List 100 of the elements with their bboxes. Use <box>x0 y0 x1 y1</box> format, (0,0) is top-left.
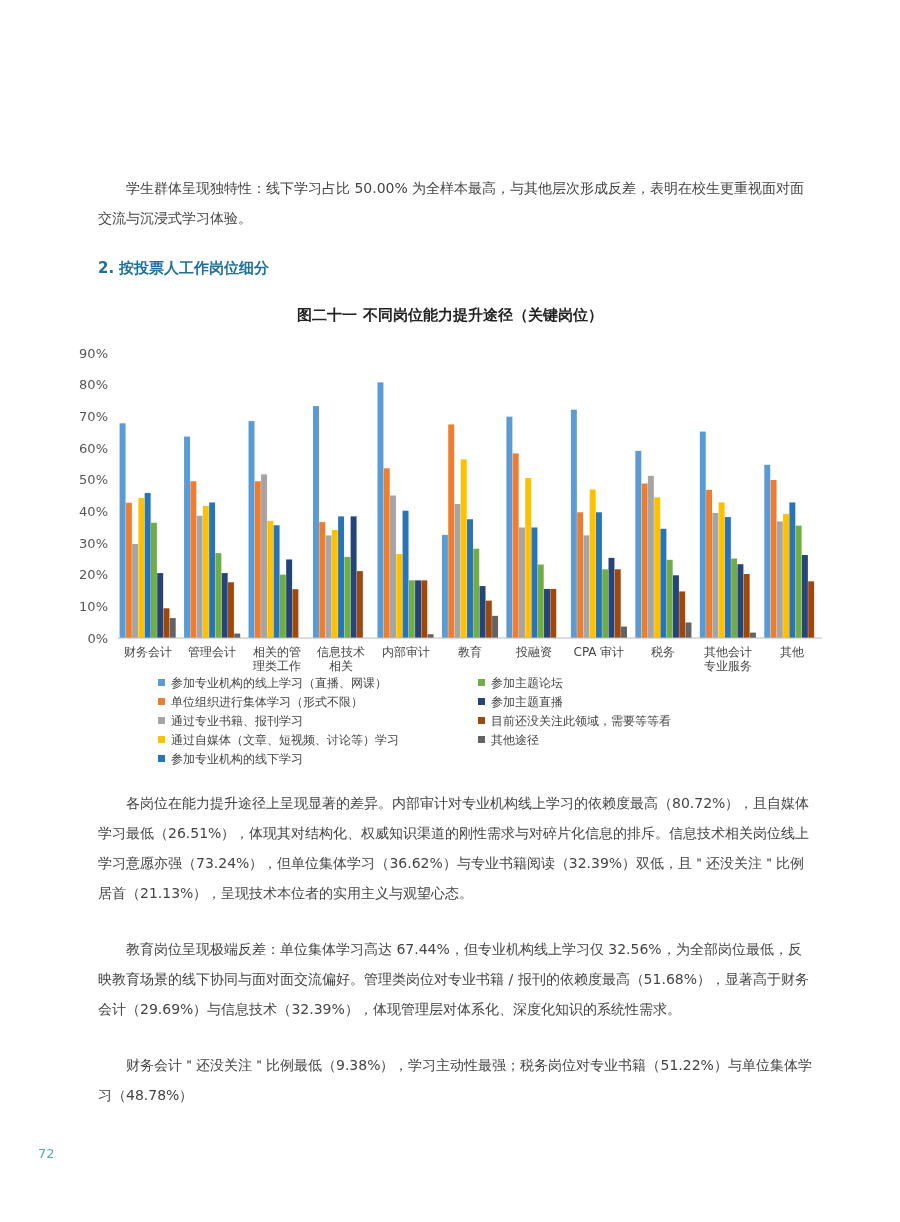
bar <box>518 527 525 638</box>
bar <box>267 520 274 638</box>
bar <box>377 382 384 638</box>
bar <box>421 580 428 638</box>
bar <box>132 543 139 638</box>
y-tick-label: 50% <box>79 472 108 488</box>
bar <box>202 505 209 638</box>
y-tick-label: 60% <box>79 440 108 456</box>
bar <box>144 492 151 638</box>
bar <box>254 481 261 638</box>
bar <box>408 580 415 638</box>
bar <box>577 512 584 638</box>
legend-label: 目前还没关注此领域，需要等等看 <box>491 714 671 729</box>
bar <box>544 588 550 638</box>
x-tick-label: 财务会计 <box>123 645 172 659</box>
bar <box>221 573 228 638</box>
legend-label: 参加主题论坛 <box>491 676 563 691</box>
chart-title: 图二十一 不同岗位能力提升途径（关键岗位） <box>297 306 603 324</box>
bar <box>454 504 461 638</box>
text: 72 <box>37 1145 56 1163</box>
bar <box>789 502 796 638</box>
y-tick-label: 90% <box>79 345 108 361</box>
x-tick-label: 内部审计 <box>381 645 430 659</box>
bar <box>602 569 609 638</box>
bar <box>350 516 357 638</box>
bar <box>712 512 719 638</box>
bar <box>313 406 319 638</box>
bar <box>415 580 422 638</box>
bar <box>473 548 480 638</box>
legend-label: 参加主题直播 <box>491 695 563 710</box>
bar <box>396 554 403 638</box>
bar <box>718 502 725 638</box>
bar <box>679 591 686 638</box>
bar <box>595 512 602 638</box>
bar <box>485 600 492 638</box>
bar <box>331 530 338 638</box>
bar <box>119 423 126 638</box>
y-tick-label: 80% <box>79 377 108 393</box>
x-tick-label: 投融资 <box>515 645 553 659</box>
bar <box>273 525 280 638</box>
text: 各岗位在能力提升途径上呈现显著的差异。内部审计对专业机构线上学习的依赖度最高（80.72%），且自媒体学习最低（26.51%），体现其对结构化、权威知识渠道的刚性需求与对碎片化信息的排斥。信息技术相关岗位线上学习意愿亦强（73.24%），但单位集体学习（36.62%）与专业书籍阅读（32.39%）双低，且＂还没关注＂比例居首（21.13%），呈现技术本位者的实用主义与观望心态。 <box>98 794 811 903</box>
legend-label: 通过自媒体（文章、短视频、讨论等）学习 <box>171 733 399 748</box>
bar <box>479 586 486 638</box>
bar <box>344 556 351 638</box>
y-tick-label: 0% <box>87 630 108 646</box>
x-tick-label: 相关的管理类工作 <box>252 645 301 673</box>
bar <box>460 459 467 638</box>
bar <box>157 573 164 638</box>
bar <box>537 564 544 638</box>
bar <box>525 478 532 638</box>
legend-label: 参加专业机构的线下学习 <box>171 752 303 767</box>
bar <box>737 564 744 638</box>
bar <box>261 474 268 638</box>
bar <box>808 581 815 638</box>
legend-label: 其他途径 <box>491 733 539 748</box>
bar <box>589 489 596 638</box>
bar <box>550 588 557 638</box>
bar <box>801 555 808 638</box>
bar <box>138 498 145 638</box>
bar <box>512 453 519 638</box>
bar <box>286 559 293 638</box>
bar <box>776 521 783 638</box>
legend-label: 参加专业机构的线上学习（直播、网课） <box>171 676 387 691</box>
bar <box>441 534 448 638</box>
bar <box>390 495 396 638</box>
text: 财务会计＂还没关注＂比例最低（9.38%），学习主动性最强；税务岗位对专业书籍（51.22%）与单位集体学习（48.78%） <box>98 1056 812 1105</box>
legend-label: 通过专业书籍、报刊学习 <box>171 714 303 729</box>
bar <box>666 559 673 638</box>
bar <box>209 502 216 638</box>
bar <box>706 489 713 638</box>
bar <box>783 513 790 638</box>
bar <box>227 582 234 638</box>
bar <box>163 608 170 638</box>
x-tick-label: 管理会计 <box>188 645 237 659</box>
bar <box>383 468 390 638</box>
bar <box>672 575 679 638</box>
bar <box>338 516 345 638</box>
bar <box>506 416 513 638</box>
bar <box>641 483 648 638</box>
bar <box>724 517 731 638</box>
bar <box>647 475 654 638</box>
y-tick-label: 40% <box>79 503 108 519</box>
bar <box>448 424 455 638</box>
bar <box>402 510 409 638</box>
bar <box>635 450 642 638</box>
x-tick-label: 其他 <box>780 645 805 659</box>
bar <box>279 574 286 638</box>
x-tick-label: 其他会计专业服务 <box>703 645 752 673</box>
x-tick-label: 信息技术相关 <box>317 645 366 673</box>
y-tick-label: 20% <box>79 567 108 583</box>
bar <box>570 409 577 638</box>
bar <box>319 522 326 638</box>
bar <box>743 574 750 638</box>
text: 2. 按投票人工作岗位细分 <box>98 259 271 278</box>
bar <box>764 464 771 638</box>
bar <box>608 557 615 638</box>
x-tick-label: 税务 <box>651 645 676 659</box>
bar <box>492 615 499 638</box>
text: 学生群体呈现独特性：线下学习占比 50.00% 为全样本最高，与其他层次形成反差，表明在校生更重视面对面交流与沉浸式学习体验。 <box>98 179 806 228</box>
x-tick-label: 教育 <box>458 645 482 659</box>
